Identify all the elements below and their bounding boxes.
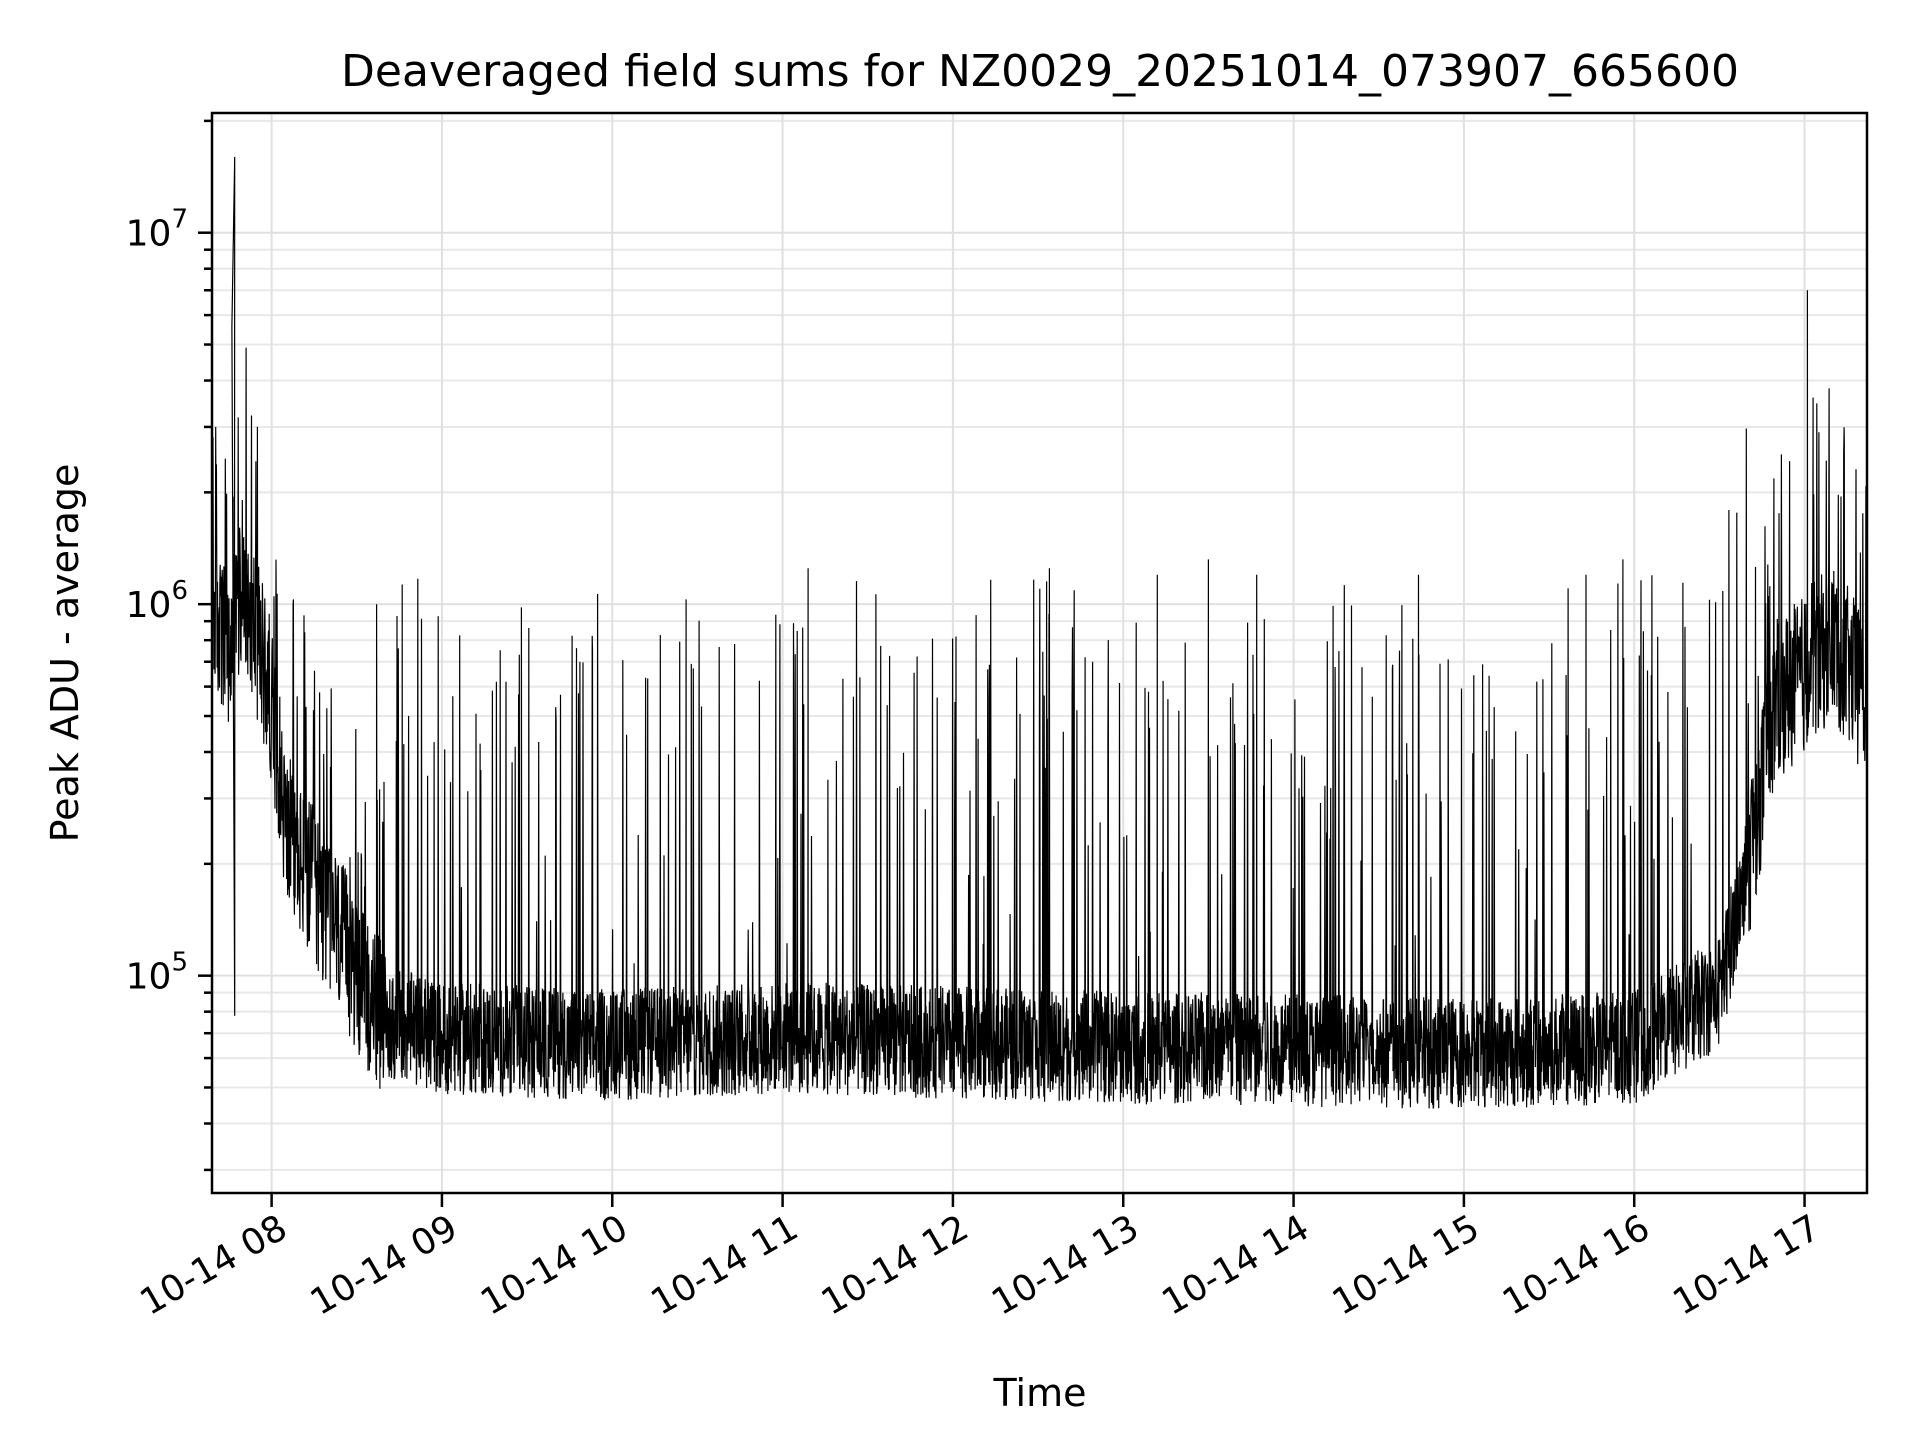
y-tick-label: 106 — [126, 576, 188, 626]
series-layer — [211, 156, 1868, 1109]
y-tick-label: 105 — [126, 948, 188, 998]
y-axis-label: Peak ADU - average — [43, 464, 87, 843]
chart-title: Deaveraged field sums for NZ0029_2025101… — [341, 46, 1739, 97]
plot-frame — [210, 111, 1869, 1195]
y-tick-layer: 105 106 107 — [126, 119, 212, 1172]
series-line — [211, 156, 1868, 1109]
y-tick-label: 107 — [126, 205, 188, 255]
x-axis-label: Time — [993, 1371, 1087, 1415]
